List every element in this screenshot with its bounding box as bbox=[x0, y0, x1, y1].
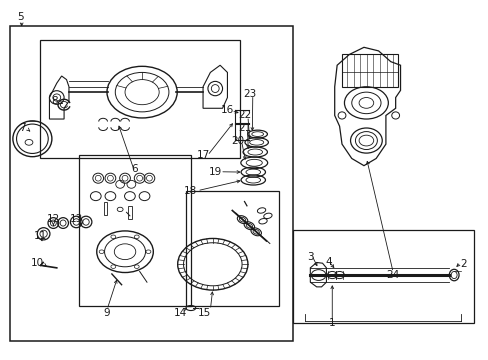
Text: 8: 8 bbox=[51, 96, 58, 106]
Text: 14: 14 bbox=[173, 308, 186, 318]
Text: 3: 3 bbox=[306, 252, 313, 262]
Text: 22: 22 bbox=[237, 111, 251, 121]
Text: 18: 18 bbox=[184, 186, 197, 196]
Text: 4: 4 bbox=[325, 257, 331, 267]
Text: 10: 10 bbox=[31, 258, 44, 268]
Bar bbox=[293, 230, 473, 323]
Bar bbox=[128, 206, 132, 219]
Text: 5: 5 bbox=[17, 12, 23, 22]
Text: 12: 12 bbox=[47, 215, 60, 224]
Text: 19: 19 bbox=[208, 167, 222, 177]
Bar bbox=[10, 26, 293, 341]
Text: 7: 7 bbox=[20, 123, 26, 133]
Text: 17: 17 bbox=[196, 150, 209, 160]
Text: 11: 11 bbox=[34, 231, 47, 240]
Text: 6: 6 bbox=[131, 164, 138, 174]
Text: 20: 20 bbox=[231, 136, 244, 146]
Text: 24: 24 bbox=[386, 270, 399, 280]
Bar bbox=[40, 40, 239, 158]
Text: 15: 15 bbox=[198, 308, 211, 318]
Bar bbox=[79, 155, 190, 306]
Text: 21: 21 bbox=[237, 123, 251, 133]
Text: 9: 9 bbox=[103, 308, 110, 318]
Bar bbox=[341, 54, 397, 87]
Text: 1: 1 bbox=[328, 319, 335, 328]
Text: 2: 2 bbox=[460, 259, 466, 269]
Text: 23: 23 bbox=[242, 89, 256, 99]
Bar bbox=[185, 191, 278, 306]
Text: 16: 16 bbox=[221, 105, 234, 115]
Bar bbox=[103, 202, 107, 215]
Text: 13: 13 bbox=[69, 215, 83, 224]
